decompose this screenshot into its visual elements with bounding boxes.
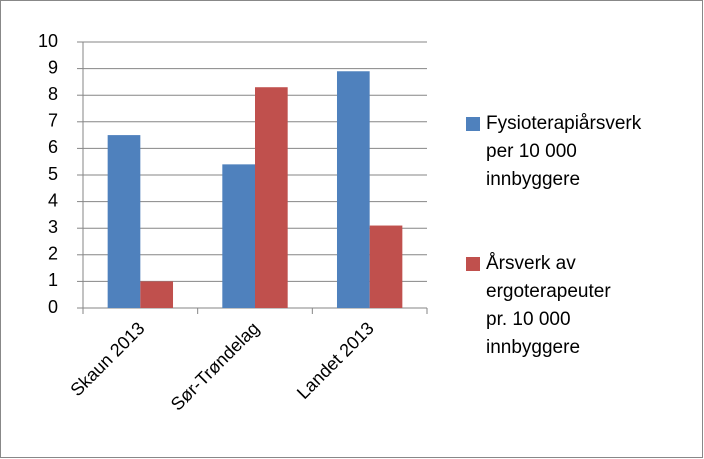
y-tick-label: 8 xyxy=(48,84,58,104)
y-tick-label: 0 xyxy=(48,297,58,317)
bar xyxy=(336,71,370,308)
bar xyxy=(107,135,141,308)
legend-item: Fysioterapiårsverk per 10 000 innbyggere xyxy=(466,110,642,194)
x-tick-label: Skaun 2013 xyxy=(66,318,148,400)
x-tick-label: Landet 2013 xyxy=(293,318,378,403)
y-tick-label: 7 xyxy=(48,111,58,131)
legend-label: Årsverk av ergoterapeuter pr. 10 000 inn… xyxy=(486,253,611,358)
x-tick-label: Sør-Trøndelag xyxy=(167,318,263,414)
y-tick-label: 6 xyxy=(48,137,58,157)
bar xyxy=(140,281,174,308)
legend-swatch xyxy=(466,117,480,131)
y-tick-label: 10 xyxy=(38,31,58,51)
y-tick-label: 3 xyxy=(48,217,58,237)
legend-label: Fysioterapiårsverk per 10 000 innbyggere xyxy=(486,113,642,190)
bar xyxy=(255,87,288,308)
legend-item: Årsverk av ergoterapeuter pr. 10 000 inn… xyxy=(466,250,636,362)
bar xyxy=(369,225,403,308)
y-tick-label: 1 xyxy=(48,270,58,290)
y-tick-label: 2 xyxy=(48,244,58,264)
bar xyxy=(222,164,255,308)
legend-swatch xyxy=(466,257,480,271)
y-tick-label: 5 xyxy=(48,164,58,184)
y-tick-label: 9 xyxy=(48,57,58,77)
y-tick-label: 4 xyxy=(48,190,58,210)
